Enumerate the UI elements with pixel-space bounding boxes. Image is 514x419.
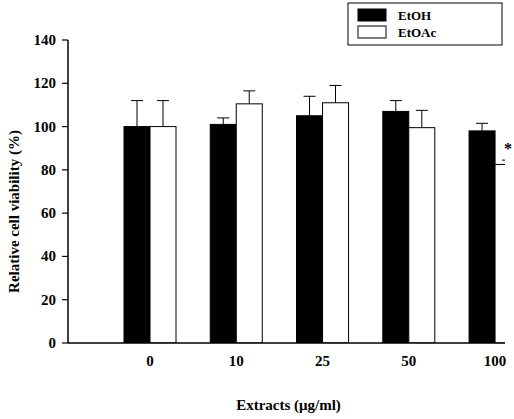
legend: EtOH EtOAc [348, 3, 502, 45]
error-bar [416, 110, 428, 127]
error-cap [502, 160, 505, 161]
bar [297, 116, 323, 343]
y-tick [62, 256, 68, 257]
x-tick-label: 10 [229, 353, 244, 369]
y-tick-label: 40 [41, 248, 56, 264]
error-cap [390, 100, 402, 101]
error-line [421, 110, 422, 127]
bar [210, 124, 236, 343]
error-cap [217, 117, 229, 118]
y-tick-label: 60 [41, 205, 56, 221]
bar [383, 111, 409, 343]
error-bar [304, 96, 316, 115]
bar [236, 104, 262, 343]
bar [495, 164, 505, 343]
x-tick-label: 50 [401, 353, 416, 369]
legend-swatch [358, 26, 386, 38]
error-bar [390, 101, 402, 112]
error-bar [243, 91, 255, 104]
legend-swatch [358, 9, 386, 21]
annotation: * [504, 140, 512, 157]
error-cap [131, 100, 143, 101]
y-tick [62, 213, 68, 214]
y-tick [62, 299, 68, 300]
error-cap [243, 90, 255, 91]
bar [409, 128, 435, 343]
error-bar [330, 85, 342, 102]
error-line [137, 101, 138, 127]
error-line [249, 91, 250, 104]
y-tick [62, 39, 68, 40]
error-line [335, 85, 336, 102]
error-bar [502, 160, 505, 164]
error-line [223, 118, 224, 124]
error-line [482, 123, 483, 131]
error-bar [217, 118, 229, 124]
error-line [309, 96, 310, 115]
y-tick [62, 126, 68, 127]
x-axis [68, 342, 505, 344]
error-cap [330, 85, 342, 86]
legend-box [348, 3, 502, 45]
legend-label: EtOAc [398, 25, 437, 40]
error-cap [304, 96, 316, 97]
y-tick [62, 169, 68, 170]
x-tick-label: 0 [146, 353, 154, 369]
bar [150, 127, 176, 343]
legend-label: EtOH [398, 8, 431, 23]
plot-marks [124, 85, 505, 343]
error-cap [476, 123, 488, 124]
error-line [395, 101, 396, 112]
y-axis-label: Relative cell viability (%) [6, 130, 23, 293]
y-tick-label: 80 [41, 162, 56, 178]
y-tick-label: 120 [34, 75, 57, 91]
error-bar [131, 101, 143, 127]
chart: 0 20 40 60 80 100 120 140 0 10 25 50 100 Extracts (μg… [0, 0, 514, 419]
y-tick-label: 140 [34, 32, 57, 48]
x-tick-label: 100 [484, 353, 507, 369]
error-line [163, 101, 164, 127]
error-bar [476, 123, 488, 131]
y-tick-label: 100 [34, 119, 57, 135]
bar [323, 103, 349, 343]
y-tick-label: 0 [49, 335, 57, 351]
error-cap [416, 110, 428, 111]
x-axis-label: Extracts (μg/ml) [236, 397, 341, 414]
error-cap [157, 100, 169, 101]
y-tick [62, 83, 68, 84]
bar [469, 131, 495, 343]
x-tick-label: 25 [315, 353, 330, 369]
y-tick [62, 342, 68, 343]
y-axis [67, 40, 69, 343]
error-bar [157, 101, 169, 127]
bar [124, 127, 150, 343]
y-tick-label: 20 [41, 292, 56, 308]
